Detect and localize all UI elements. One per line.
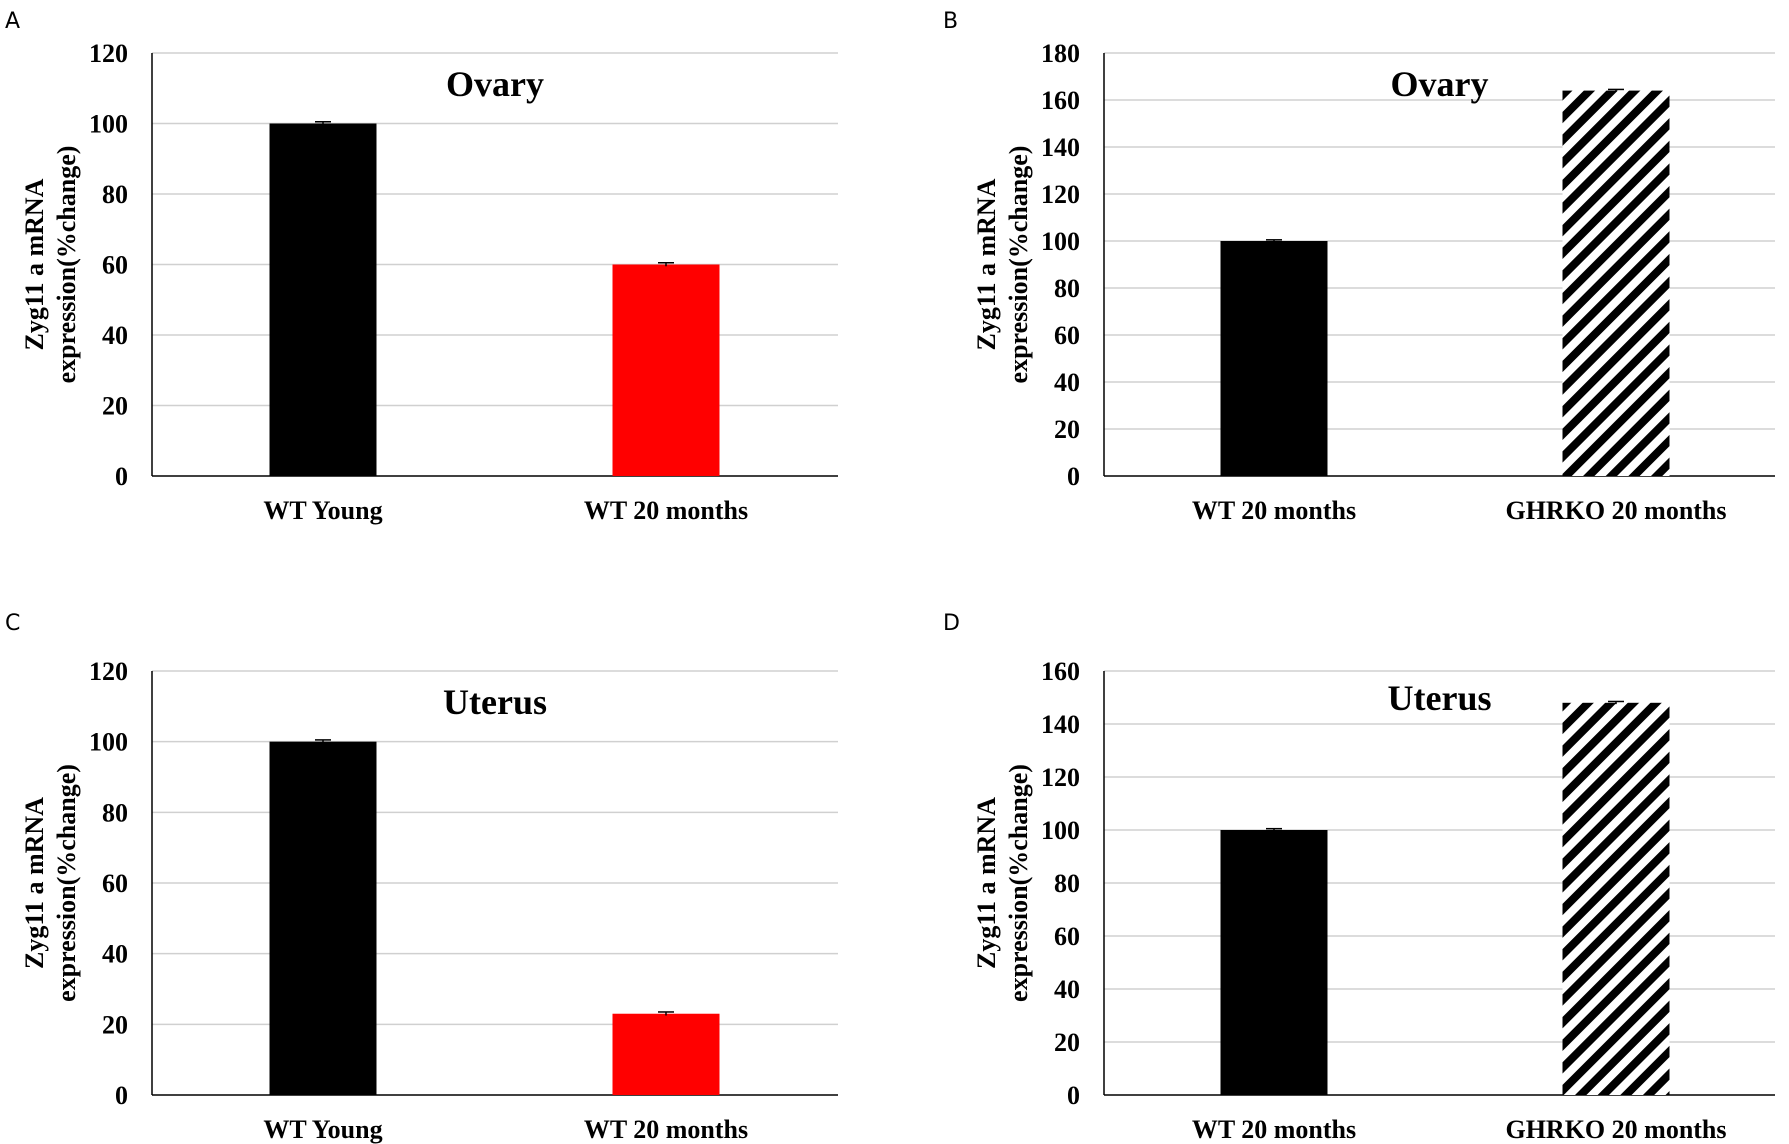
y-tick-label: 140 [1041,710,1080,739]
y-tick-label: 100 [89,728,128,757]
bar-wt-20-months [1220,830,1328,1095]
y-tick-label: 20 [1054,1028,1080,1057]
x-category-label: WT 20 months [584,1115,748,1144]
y-tick-label: 180 [1041,39,1080,68]
chart-panel-a: A 0 20 40 60 80 100 120 WT Young WT 20 months Ovar… [5,9,838,525]
y-tick-label: 80 [1054,274,1080,303]
y-tick-label: 60 [102,251,128,280]
y-axis-label-line2: expression(%change) [52,764,81,1002]
bar-wt-young [269,741,377,1095]
panel-label: B [943,9,958,34]
y-axis-label-line2: expression(%change) [1004,146,1033,384]
y-axis-label-line1: Zyg11 a mRNA [20,178,49,350]
chart-panel-b: B 0 20 40 60 80 100 120 140 160 180 WT 20 months GHR… [943,9,1775,525]
y-tick-label: 160 [1041,657,1080,686]
y-axis-label-line1: Zyg11 a mRNA [972,178,1001,350]
panel-label: C [5,611,20,636]
y-tick-label: 40 [1054,368,1080,397]
y-tick-label: 20 [1054,415,1080,444]
chart-title: Uterus [1388,678,1492,718]
x-category-label: WT Young [263,496,382,525]
y-tick-label: 80 [102,798,128,827]
y-tick-label: 100 [89,110,128,139]
bar-ghrko-20-months [1562,90,1670,476]
y-tick-label: 40 [102,940,128,969]
bar-wt-young [269,123,377,476]
x-category-label: WT Young [263,1115,382,1144]
panel-label: D [943,611,960,636]
y-tick-label: 120 [1041,763,1080,792]
y-tick-label: 0 [1067,462,1080,491]
chart-title: Ovary [446,64,544,104]
y-tick-label: 80 [102,180,128,209]
x-category-label: WT 20 months [1192,1115,1356,1144]
y-tick-label: 0 [1067,1081,1080,1110]
y-axis-label-line1: Zyg11 a mRNA [20,797,49,969]
y-tick-label: 120 [1041,180,1080,209]
y-tick-label: 60 [102,869,128,898]
bar-wt-20-months [1220,241,1328,476]
y-tick-label: 100 [1041,816,1080,845]
y-tick-label: 40 [102,321,128,350]
y-tick-label: 100 [1041,227,1080,256]
y-axis-label-line2: expression(%change) [52,146,81,384]
bar-wt-20-months [612,1013,720,1095]
chart-panel-c: C 0 20 40 60 80 100 120 WT Young WT 20 months Uter… [5,611,838,1144]
y-tick-label: 120 [89,657,128,686]
y-tick-label: 20 [102,1010,128,1039]
y-tick-label: 0 [115,1081,128,1110]
x-category-label: WT 20 months [1192,496,1356,525]
y-tick-label: 120 [89,39,128,68]
x-category-label: WT 20 months [584,496,748,525]
y-tick-label: 80 [1054,869,1080,898]
y-axis-label-line1: Zyg11 a mRNA [972,797,1001,969]
panel-label: A [5,9,20,34]
y-tick-label: 40 [1054,975,1080,1004]
y-tick-label: 160 [1041,86,1080,115]
chart-panel-d: D 0 20 40 60 80 100 120 140 160 WT 20 months GHRKO … [943,611,1775,1144]
chart-title: Uterus [443,682,547,722]
x-category-label: GHRKO 20 months [1505,1115,1726,1144]
y-tick-label: 20 [102,392,128,421]
y-tick-label: 60 [1054,321,1080,350]
bar-wt-20-months [612,264,720,476]
y-axis-label-line2: expression(%change) [1004,764,1033,1002]
x-category-label: GHRKO 20 months [1505,496,1726,525]
y-tick-label: 60 [1054,922,1080,951]
y-tick-label: 140 [1041,133,1080,162]
y-tick-label: 0 [115,462,128,491]
bar-ghrko-20-months [1562,702,1670,1095]
chart-title: Ovary [1391,64,1489,104]
